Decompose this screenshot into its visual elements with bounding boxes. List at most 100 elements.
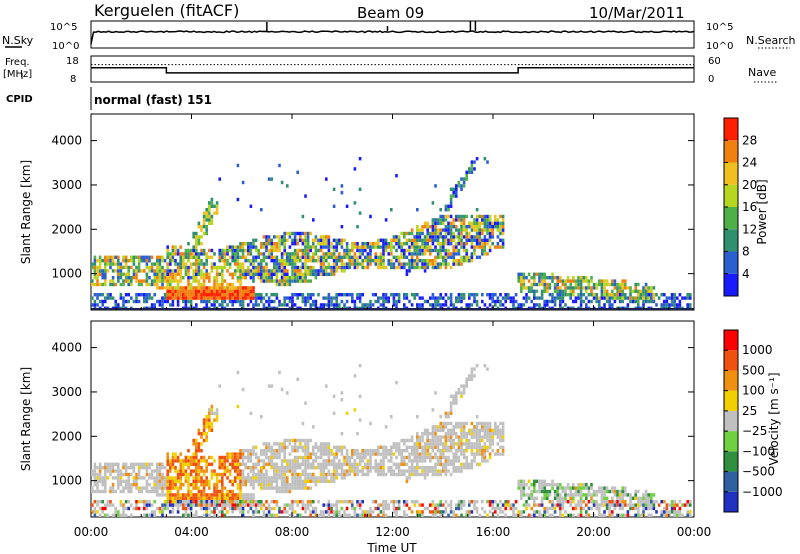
power-cell bbox=[634, 289, 637, 293]
power-cell bbox=[416, 252, 419, 256]
power-cell bbox=[644, 293, 648, 297]
power-cell bbox=[299, 265, 302, 270]
velocity-cell bbox=[98, 476, 102, 480]
velocity-cell bbox=[434, 445, 437, 449]
power-cell bbox=[434, 265, 437, 270]
power-cell bbox=[291, 231, 294, 236]
velocity-cell bbox=[488, 428, 492, 432]
power-cell bbox=[486, 238, 489, 242]
velocity-cell bbox=[161, 483, 164, 487]
velocity-cell bbox=[254, 510, 258, 514]
velocity-cell bbox=[176, 459, 180, 463]
velocity-cell bbox=[592, 513, 596, 517]
velocity-cell bbox=[208, 408, 211, 412]
power-cell bbox=[262, 265, 266, 270]
velocity-cell bbox=[171, 452, 175, 456]
power-heatmap bbox=[91, 157, 692, 310]
power-cell bbox=[319, 269, 323, 273]
velocity-cell bbox=[161, 503, 164, 507]
velocity-cell bbox=[343, 462, 346, 466]
velocity-cell bbox=[247, 459, 250, 463]
velocity-cell bbox=[223, 472, 227, 477]
velocity-cell bbox=[210, 496, 214, 500]
velocity-cell bbox=[301, 479, 305, 483]
velocity-cell bbox=[93, 476, 97, 480]
velocity-cell bbox=[148, 462, 151, 466]
velocity-cell bbox=[434, 510, 437, 514]
velocity-cell bbox=[470, 500, 474, 504]
velocity-cell bbox=[465, 449, 468, 453]
power-cell bbox=[423, 248, 427, 253]
power-cell bbox=[161, 286, 164, 290]
power-cell bbox=[257, 269, 260, 273]
power-cell bbox=[319, 259, 323, 263]
power-cell bbox=[504, 299, 507, 304]
power-cell bbox=[265, 279, 268, 283]
power-cell bbox=[470, 170, 474, 174]
power-cell bbox=[327, 252, 331, 256]
velocity-cell bbox=[127, 466, 130, 470]
velocity-cell bbox=[621, 506, 624, 511]
power-cell bbox=[410, 259, 414, 263]
velocity-cell bbox=[192, 455, 195, 460]
velocity-cell bbox=[382, 455, 385, 460]
velocity-cell bbox=[491, 449, 494, 453]
velocity-cell bbox=[457, 445, 461, 449]
power-cell bbox=[624, 282, 627, 287]
velocity-cell bbox=[241, 496, 245, 500]
velocity-cell bbox=[231, 455, 234, 460]
power-cell bbox=[522, 272, 526, 276]
power-cell bbox=[369, 248, 372, 253]
power-cell bbox=[187, 282, 190, 287]
power-cell bbox=[179, 252, 182, 256]
power-cell bbox=[377, 242, 380, 246]
power-cell bbox=[101, 269, 104, 273]
velocity-cell bbox=[273, 479, 276, 483]
power-cell bbox=[462, 218, 466, 222]
power-cell bbox=[262, 296, 266, 300]
freq-tick-top: 18 bbox=[66, 56, 79, 67]
power-cell bbox=[244, 248, 247, 253]
velocity-cell bbox=[223, 466, 227, 470]
power-cell bbox=[228, 286, 232, 290]
power-cell bbox=[221, 265, 224, 270]
velocity-cell bbox=[202, 425, 206, 429]
power-cell bbox=[429, 296, 432, 300]
power-cell bbox=[527, 272, 531, 276]
power-cell bbox=[449, 265, 453, 270]
power-cell bbox=[579, 282, 583, 287]
power-cell bbox=[93, 272, 97, 276]
power-cell bbox=[288, 262, 292, 266]
velocity-cell bbox=[442, 445, 445, 449]
power-cell bbox=[465, 174, 468, 178]
power-cell bbox=[395, 174, 398, 178]
power-cell bbox=[512, 299, 515, 304]
power-cell bbox=[317, 269, 320, 273]
velocity-cell bbox=[267, 445, 271, 449]
power-cell bbox=[192, 286, 195, 290]
power-cell bbox=[286, 269, 289, 273]
velocity-cell bbox=[496, 425, 500, 429]
velocity-cell bbox=[278, 449, 281, 453]
power-cell bbox=[179, 259, 182, 263]
velocity-cell bbox=[260, 479, 263, 483]
velocity-cell bbox=[449, 438, 453, 443]
power-cell bbox=[377, 255, 380, 259]
power-cell bbox=[218, 255, 221, 259]
power-cell bbox=[689, 303, 692, 307]
velocity-cell bbox=[369, 469, 372, 473]
power-cell bbox=[280, 242, 284, 246]
velocity-cell bbox=[444, 415, 448, 419]
power-cell bbox=[397, 259, 401, 263]
velocity-cell bbox=[416, 462, 419, 466]
velocity-cell bbox=[317, 455, 320, 460]
velocity-cell bbox=[434, 452, 437, 456]
power-cell bbox=[234, 269, 237, 273]
power-cell bbox=[470, 235, 474, 239]
power-cell bbox=[166, 262, 169, 266]
power-cell bbox=[522, 296, 526, 300]
power-cell bbox=[283, 248, 286, 253]
velocity-cell bbox=[410, 466, 414, 470]
velocity-cell bbox=[527, 503, 531, 507]
velocity-cell bbox=[127, 483, 130, 487]
